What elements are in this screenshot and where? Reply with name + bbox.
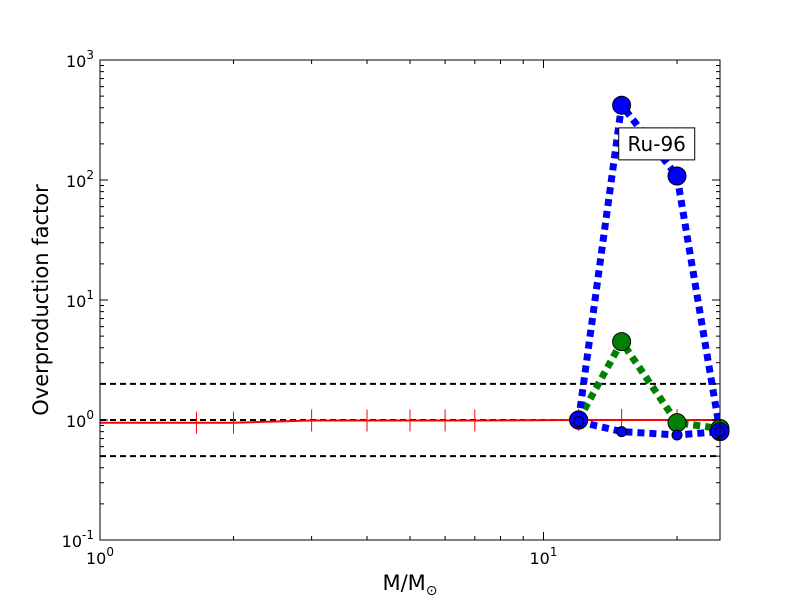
x-axis-label-main: M/M [382,571,425,595]
x-axis-label-sub: ⊙ [426,583,438,599]
series-2-marker-2 [671,429,683,441]
y-axis-label: Overproduction factor [29,184,53,416]
annotation-box: Ru-96 [618,127,696,161]
y-tick-label: 10-1 [62,528,94,551]
series-3-marker-1 [612,332,632,352]
annotation-frame [618,127,696,161]
x-tick-label: 101 [530,545,558,568]
y-tick-label: 102 [66,168,94,191]
series-line-0 [100,419,720,424]
annotation-label: Ru-96 [628,132,686,156]
series-1-marker-1 [612,95,632,115]
x-tick-label: 100 [86,545,114,568]
series-line-2 [577,418,720,439]
x-axis-label: M/M⊙ [382,571,437,599]
series-2-marker-1 [616,426,628,438]
series-1-marker-2 [667,166,687,186]
y-tick-label: 101 [66,288,94,311]
y-tick-label: 100 [66,408,94,431]
series-line-3 [575,334,720,432]
series-3-marker-2 [667,413,687,433]
series-2-marker-0 [573,416,585,428]
y-tick-label: 103 [66,48,94,71]
